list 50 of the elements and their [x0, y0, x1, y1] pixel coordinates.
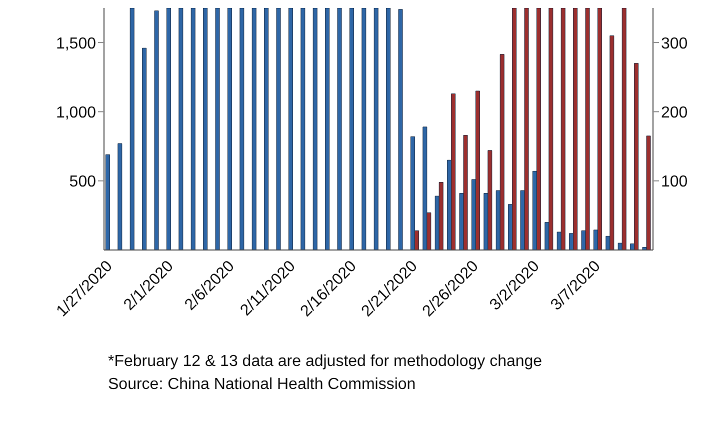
bar — [105, 154, 110, 250]
bar — [288, 8, 293, 250]
y-tick-label: 500 — [69, 174, 96, 191]
y-tick-label: 1,000 — [56, 104, 96, 122]
bar — [410, 136, 415, 250]
bar — [463, 134, 468, 250]
bar — [374, 8, 378, 250]
bar — [118, 143, 122, 250]
text: *February 12 & 13 data are adjusted for methodology change — [108, 352, 544, 372]
bar — [585, 8, 590, 250]
bar — [215, 8, 220, 250]
bar — [325, 8, 330, 250]
y-tick-label: 1,500 — [56, 35, 96, 52]
y2-tick-label: 300 — [661, 35, 688, 52]
bar — [536, 8, 541, 250]
source-note: Source: China National Health Commission — [108, 375, 417, 395]
bar — [500, 54, 504, 250]
bar — [300, 8, 306, 250]
bar — [178, 8, 184, 250]
bar — [512, 8, 517, 250]
bar — [227, 8, 232, 250]
bar — [475, 90, 480, 250]
bar — [252, 8, 256, 250]
bar — [524, 8, 529, 250]
bar — [349, 8, 354, 250]
bar — [276, 8, 281, 250]
bar — [130, 8, 134, 250]
bar — [548, 8, 554, 250]
bar — [398, 9, 403, 250]
bar — [166, 8, 171, 250]
y2-tick-label: 200 — [661, 104, 688, 122]
bar — [190, 8, 196, 250]
bar — [610, 35, 614, 250]
bar — [422, 126, 428, 250]
bar — [203, 8, 208, 250]
bar — [634, 63, 639, 250]
bar — [646, 136, 651, 250]
bar — [240, 8, 244, 250]
bar — [312, 8, 318, 250]
bar — [154, 10, 159, 250]
y2-tick-label: 100 — [661, 174, 688, 191]
bar — [386, 8, 391, 250]
bar — [264, 8, 269, 250]
bar — [597, 8, 602, 250]
bar — [142, 48, 147, 250]
bar — [362, 8, 366, 250]
bar — [573, 8, 578, 250]
bar — [337, 8, 342, 250]
bar — [560, 8, 566, 250]
bar — [622, 8, 626, 250]
